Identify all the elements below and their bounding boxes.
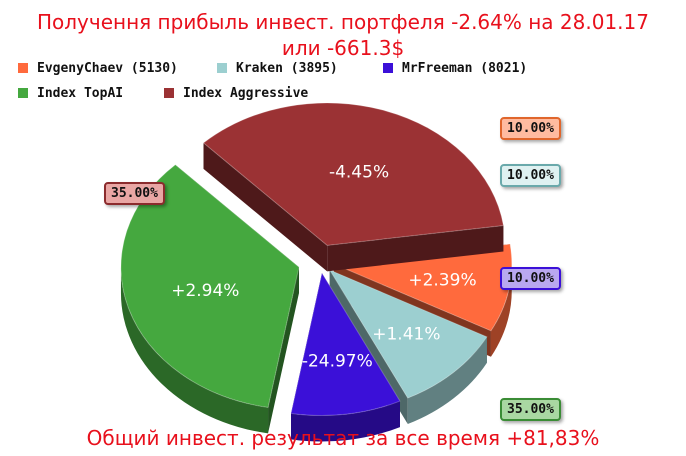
legend-item-index-aggressive: Index Aggressive: [164, 84, 308, 102]
slice-top-face: [290, 271, 401, 416]
legend-swatch: [18, 88, 28, 98]
slice-side-wall: [203, 142, 328, 272]
slice-side-wall: [327, 225, 504, 272]
footer-total-result: Общий инвест. результат за все время +81…: [86, 426, 600, 450]
pie-slice-mrfreeman: -24.97%: [290, 271, 401, 442]
slice-rim: [291, 401, 400, 442]
share-box-evgenychaev: 10.00%: [500, 117, 561, 140]
share-box-index-topai: 35.00%: [500, 398, 561, 421]
slice-return-label: -4.45%: [329, 162, 389, 182]
legend-label: Kraken (3895): [236, 60, 338, 76]
slice-return-label: +1.41%: [372, 325, 440, 345]
legend-label: MrFreeman (8021): [402, 60, 528, 76]
pie-slice-index-aggressive: -4.45%: [202, 102, 505, 272]
slice-return-label: -24.97%: [302, 352, 373, 372]
slice-rim: [120, 267, 269, 434]
legend-item-kraken: Kraken (3895): [217, 59, 338, 77]
legend-label: Index TopAI: [37, 85, 124, 101]
chart-title-line-1: Получення прибыль инвест. портфеля -2.64…: [36, 10, 649, 34]
legend-item-evgenychaev: EvgenyChaev (5130): [18, 59, 178, 77]
slice-top-face: [328, 268, 488, 399]
legend-swatch: [383, 63, 393, 73]
slice-rim: [407, 336, 487, 425]
legend-item-index-topai: Index TopAI: [18, 84, 123, 102]
slice-top-face: [202, 102, 505, 246]
share-box-index-aggressive: 35.00%: [104, 182, 165, 205]
slice-return-label: +2.39%: [408, 270, 476, 290]
slice-side-wall: [268, 267, 299, 434]
legend-swatch: [217, 63, 227, 73]
legend-item-mrfreeman: MrFreeman (8021): [383, 59, 527, 77]
slice-rim: [490, 263, 512, 357]
share-box-mrfreeman: 10.00%: [500, 267, 561, 290]
chart-title-line-2: или -661.3$: [281, 36, 405, 60]
legend-label: EvgenyChaev (5130): [37, 60, 178, 76]
legend-label: Index Aggressive: [183, 85, 309, 101]
legend-swatch: [164, 88, 174, 98]
pie-slice-index-topai: +2.94%: [120, 164, 300, 434]
share-box-kraken: 10.00%: [500, 164, 561, 187]
legend-swatch: [18, 63, 28, 73]
slice-return-label: +2.94%: [171, 281, 239, 301]
